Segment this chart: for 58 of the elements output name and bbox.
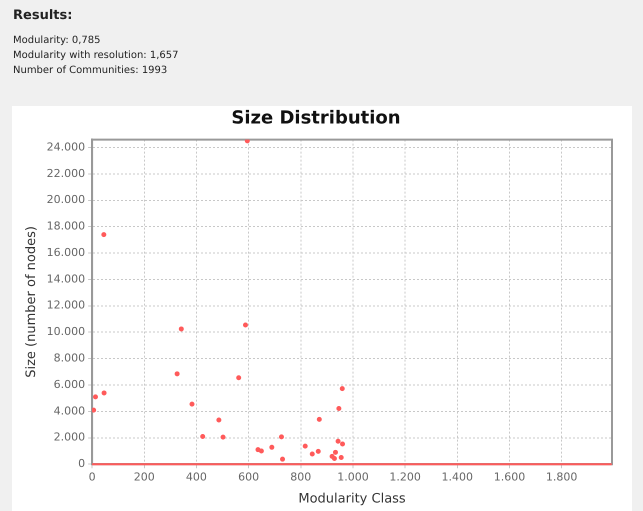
x-tick-label: 1.200 [389,470,421,484]
point [92,408,96,413]
point [332,450,338,455]
y-tick-label: 0 [78,457,86,470]
y-tick-label: 16.000 [46,246,86,259]
y-tick-label: 4.000 [54,404,86,418]
point [336,406,342,412]
point [242,322,248,328]
x-tick-label: 0 [88,470,96,484]
y-tick-label: 24.000 [46,140,86,154]
x-axis-title: Modularity Class [298,492,406,507]
point [336,438,341,444]
y-tick-label: 2.000 [54,430,86,444]
point [236,375,242,380]
x-tick-label: 1.800 [546,470,578,484]
x-tick-label: 1.000 [337,470,369,484]
point [340,442,346,447]
point [92,394,98,400]
y-tick-label: 18.000 [46,220,86,233]
y-tick-label: 6.000 [54,378,86,391]
point [316,448,321,454]
point [200,434,206,439]
point [220,434,226,440]
text: Modularity with resolution: 1,657 [13,49,178,63]
x-tick-label: 1.600 [494,470,526,484]
x-tick-label: 600 [238,470,260,484]
point [340,386,345,392]
y-tick-label: 10.000 [46,325,86,338]
x-tick-label: 400 [186,470,207,484]
text: Modularity: 0,785 [13,34,102,48]
x-tick-label: 800 [290,470,312,484]
x-tick-label: 200 [134,470,155,484]
y-tick-label: 8.000 [54,352,86,364]
chart-title: Size Distribution [231,107,401,128]
text: Number of Communities: 1993 [13,64,168,78]
point [174,371,180,376]
point [338,454,344,460]
y-tick-label: 12.000 [46,298,86,312]
point [102,390,107,396]
point [178,326,184,332]
y-tick-label: 20.000 [46,193,86,206]
point [302,444,308,449]
point [101,232,106,238]
y-tick-label: 22.000 [46,166,86,180]
point [310,452,315,457]
point [258,448,264,454]
x-tick-label: 1.400 [442,470,474,484]
point [190,402,194,407]
point [332,456,337,462]
point [316,416,322,422]
point [244,140,250,144]
point [278,434,284,440]
point [280,456,286,462]
point [216,417,222,422]
point [269,444,274,450]
y-tick-label: 14.000 [46,272,86,286]
text: Results: [13,8,74,23]
y-axis-title: Size (number of nodes) [24,226,40,378]
